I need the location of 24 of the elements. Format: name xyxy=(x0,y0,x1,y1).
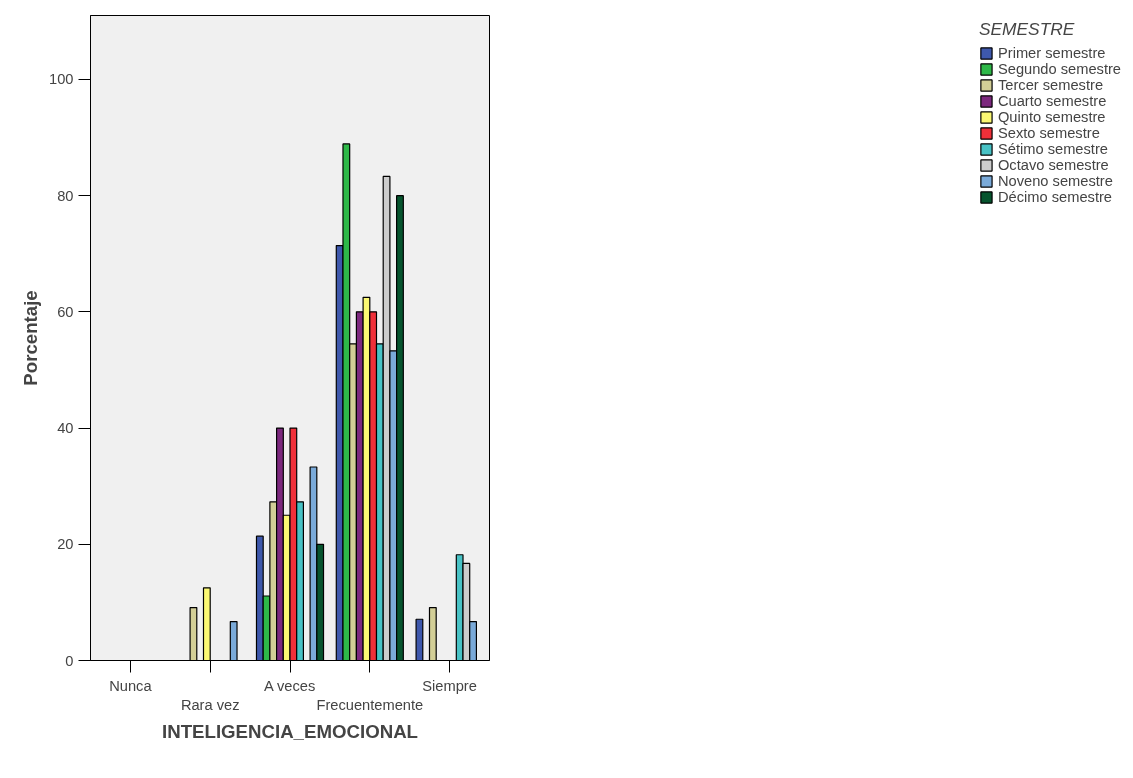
legend-label: Octavo semestre xyxy=(997,157,1109,173)
y-tick-label: 40 xyxy=(57,420,74,437)
x-axis-title: INTELIGENCIA_EMOCIONAL xyxy=(161,720,419,742)
legend-label: Sexto semestre xyxy=(997,125,1100,141)
y-tick-label: 100 xyxy=(49,71,74,88)
legend-label: Segundo semestre xyxy=(997,61,1121,77)
legend-label: Noveno semestre xyxy=(997,173,1113,189)
legend-label: Décimo semestre xyxy=(997,189,1112,205)
legend-label: Quinto semestre xyxy=(997,109,1106,125)
x-tick-label: A veces xyxy=(263,677,316,694)
y-axis-title: Porcentaje xyxy=(20,290,42,386)
legend-label: Tercer semestre xyxy=(997,77,1104,93)
y-tick-label: 20 xyxy=(57,536,74,553)
x-tick-label: Rara vez xyxy=(180,696,240,713)
x-tick-label: Frecuentemente xyxy=(316,696,424,713)
x-tick-label: Siempre xyxy=(422,677,477,694)
y-tick-label: 60 xyxy=(57,303,74,320)
legend-label: Cuarto semestre xyxy=(997,93,1107,109)
y-tick-label: 0 xyxy=(65,652,74,669)
y-tick-label: 80 xyxy=(57,187,74,204)
legend-label: Sétimo semestre xyxy=(997,141,1108,157)
legend-title: SEMESTRE xyxy=(978,19,1076,40)
x-tick-label: Nunca xyxy=(109,677,153,694)
legend-label: Primer semestre xyxy=(997,45,1106,61)
